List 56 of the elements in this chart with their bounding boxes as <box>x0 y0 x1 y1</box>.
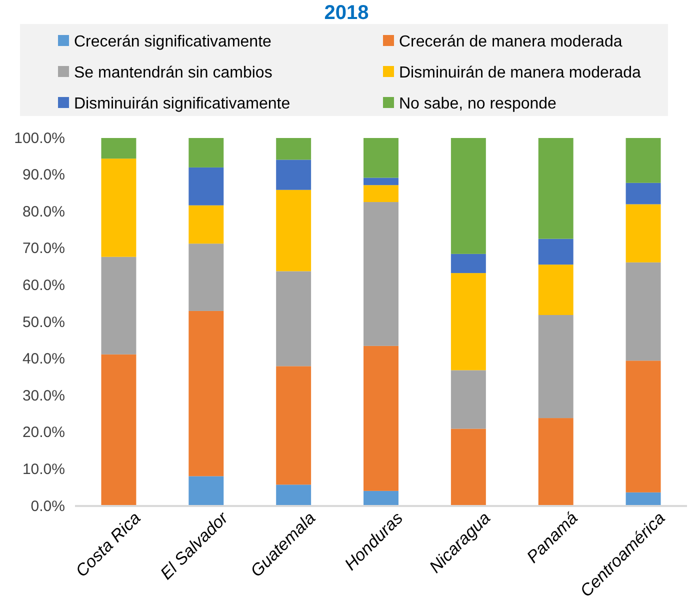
bar <box>364 490 398 506</box>
bar <box>626 492 661 506</box>
bar <box>626 360 661 492</box>
bar <box>626 262 661 361</box>
y-tick-label: 30.0% <box>22 387 65 404</box>
bar <box>276 190 312 272</box>
bar <box>364 202 398 346</box>
legend-label: Crecerán de manera moderada <box>399 34 622 51</box>
legend-label: Crecerán significativamente <box>74 34 272 51</box>
chart-title: 2018 <box>324 2 369 24</box>
bar <box>188 167 224 206</box>
legend-label: Se mantendrán sin cambios <box>74 64 272 82</box>
bar <box>364 178 398 186</box>
bar <box>538 264 574 316</box>
bar <box>538 138 574 239</box>
bar <box>626 204 661 262</box>
bar <box>538 418 574 506</box>
bar <box>101 138 136 159</box>
bar <box>276 271 312 366</box>
bar <box>364 185 398 202</box>
y-tick-label: 70.0% <box>22 240 65 258</box>
legend-label: Disminuirán de manera moderada <box>399 64 641 82</box>
bar <box>626 182 661 204</box>
y-tick-label: 50.0% <box>22 314 65 331</box>
bar <box>101 256 136 354</box>
bar <box>364 138 398 178</box>
bar <box>188 138 224 168</box>
legend-label: No sabe, no responde <box>399 96 557 113</box>
y-tick-label: 60.0% <box>22 277 65 294</box>
bar <box>276 138 312 160</box>
bar <box>188 310 224 476</box>
bar <box>188 476 224 506</box>
bar <box>538 315 574 418</box>
bar <box>276 366 312 485</box>
bar <box>450 428 486 506</box>
bar <box>538 238 574 265</box>
bar <box>450 370 486 429</box>
y-tick-label: 40.0% <box>22 350 65 368</box>
y-tick-label: 20.0% <box>22 424 65 442</box>
y-tick-label: 10.0% <box>22 461 65 478</box>
bar <box>626 138 661 183</box>
bar <box>364 346 398 491</box>
bar <box>450 138 486 254</box>
bar <box>450 254 486 274</box>
y-tick-label: 100.0% <box>14 130 65 147</box>
bar <box>450 273 486 370</box>
y-tick-label: 80.0% <box>22 203 65 220</box>
bar <box>276 160 312 190</box>
bar <box>101 354 136 506</box>
y-tick-label: 90.0% <box>22 166 65 184</box>
bar <box>276 484 312 506</box>
bar <box>101 158 136 257</box>
legend-label: Disminuirán significativamente <box>74 96 290 113</box>
bar <box>188 205 224 244</box>
y-tick-label: 0.0% <box>30 498 65 515</box>
bar <box>188 244 224 311</box>
